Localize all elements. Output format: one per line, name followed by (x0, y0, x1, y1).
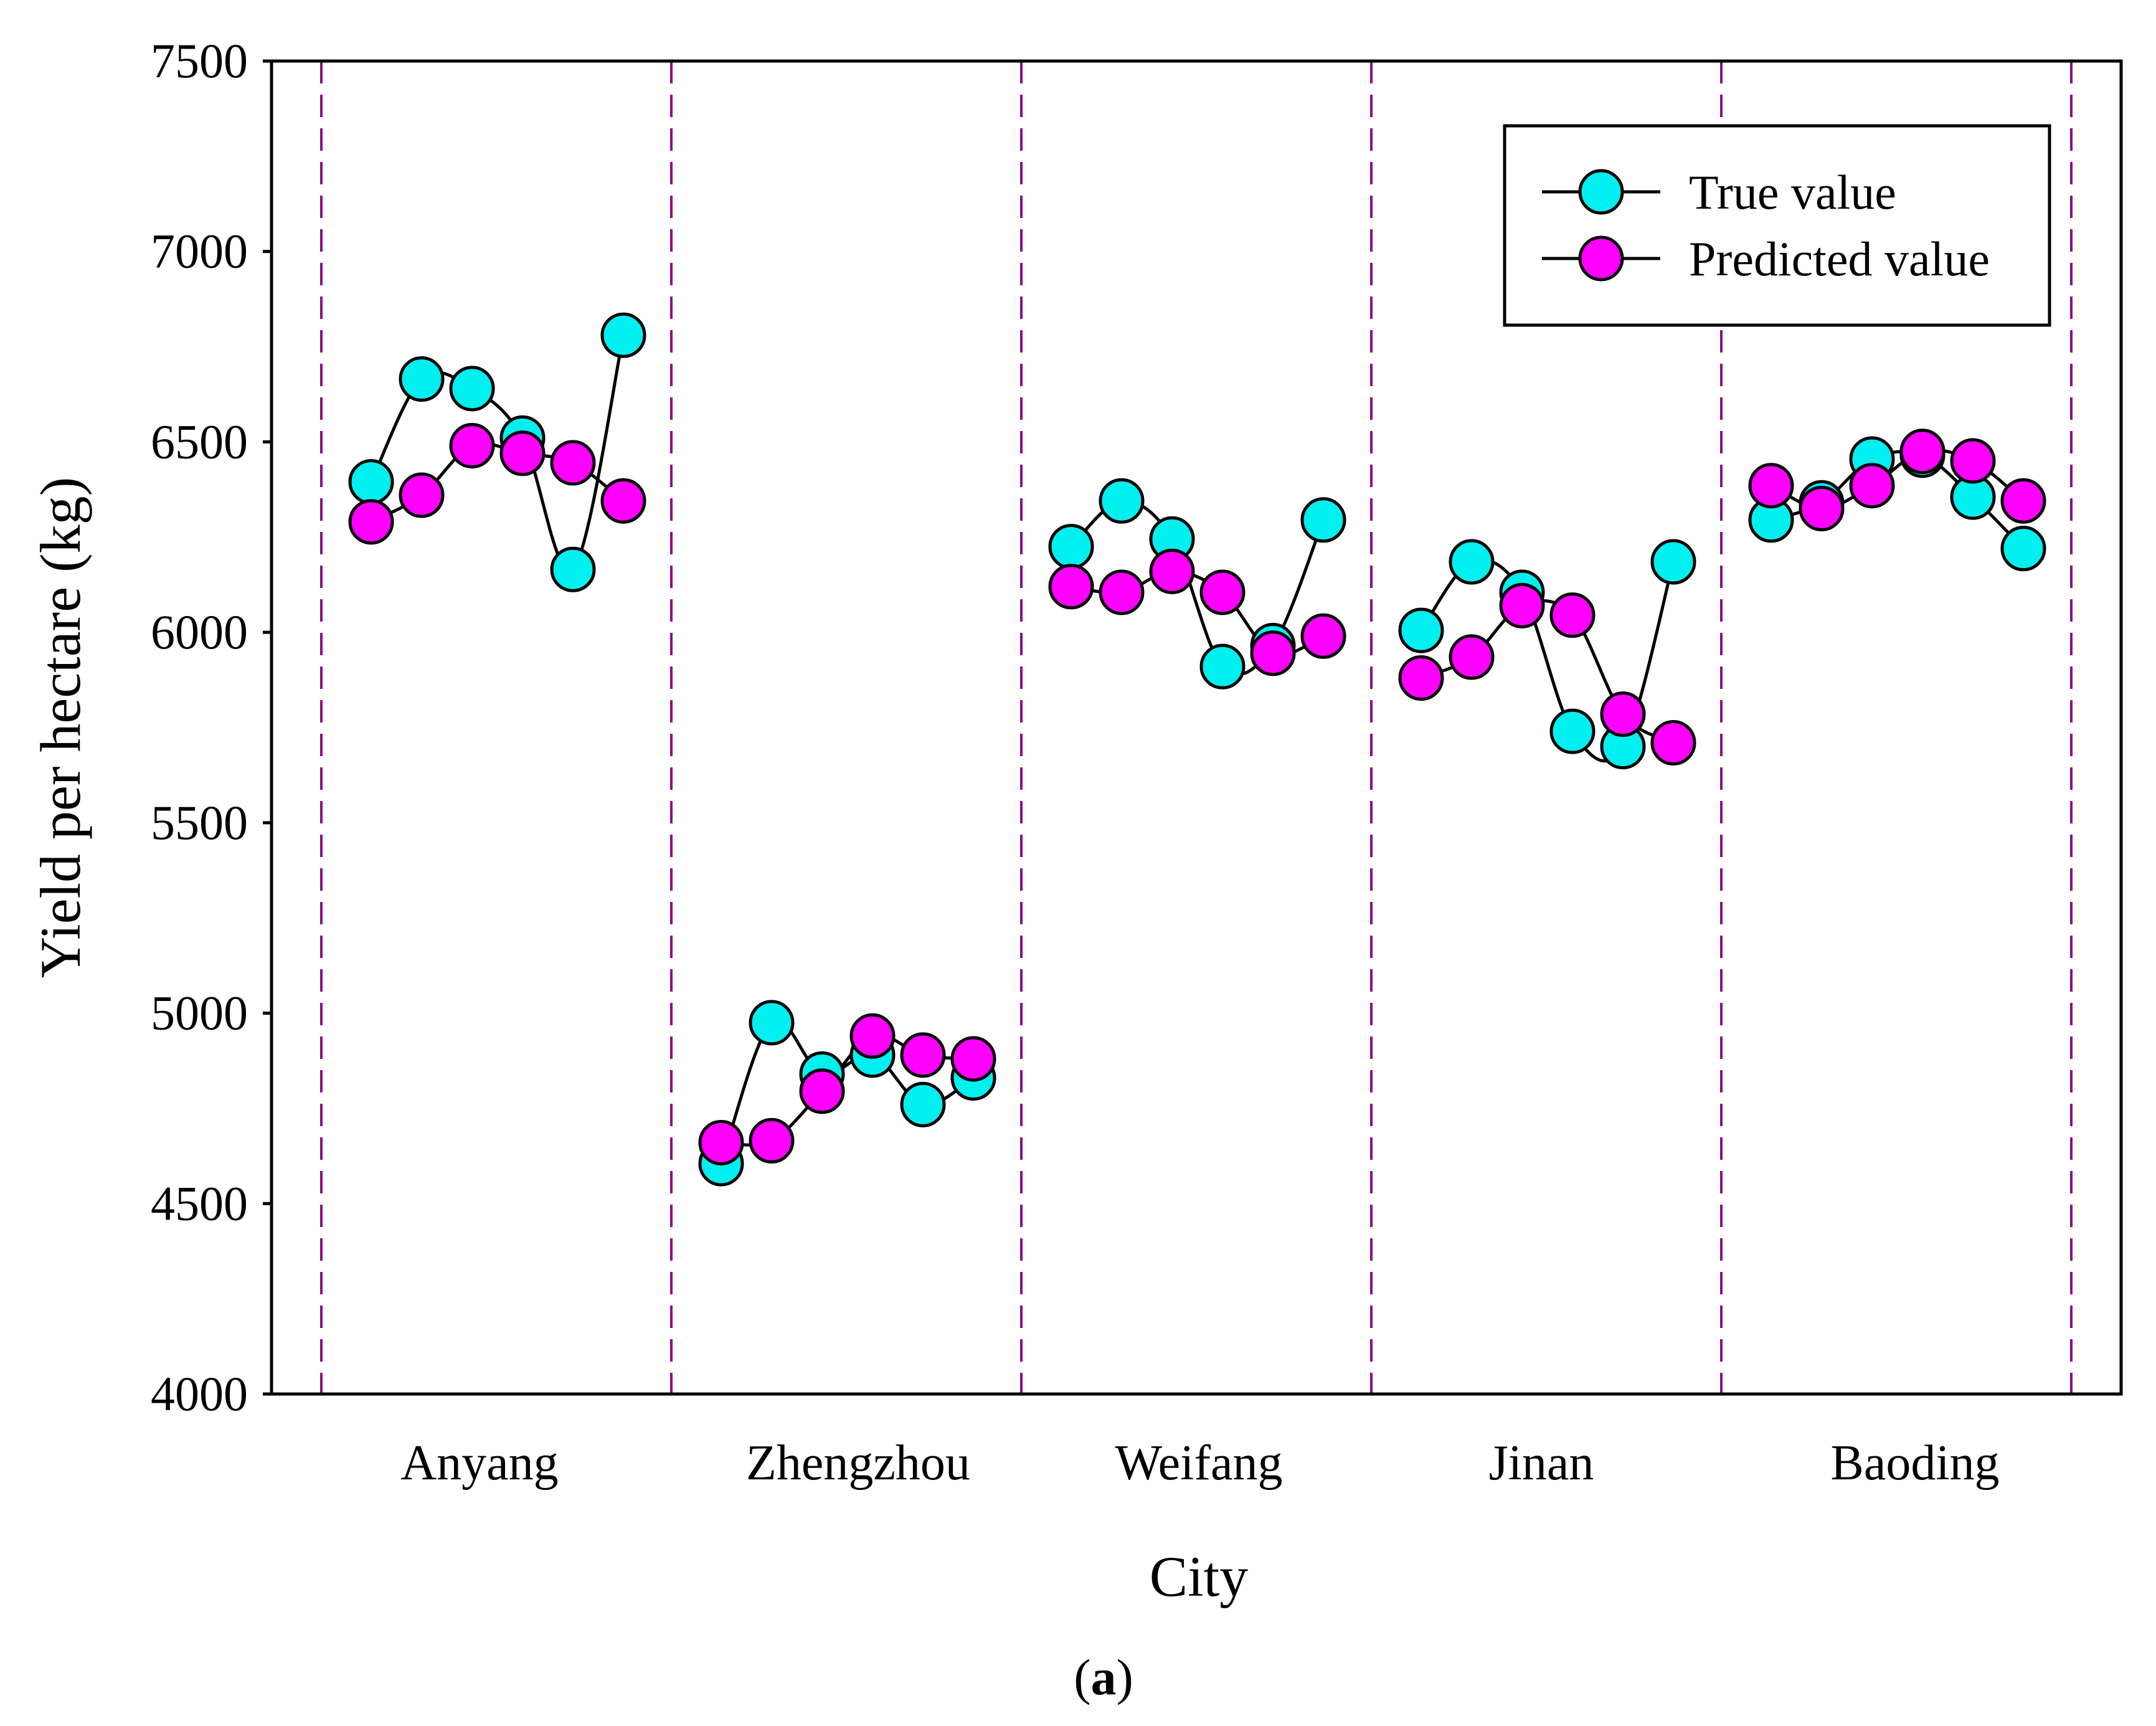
x-axis: Anyang Zhengzhou Weifang Jinan Baoding (400, 1436, 1999, 1491)
predicted-value-point (849, 1013, 896, 1059)
figure-caption: (a) (1074, 1649, 1133, 1705)
x-tick-label: Anyang (400, 1436, 558, 1491)
x-tick-label: Zhengzhou (746, 1436, 970, 1491)
predicted-value-point (799, 1068, 845, 1114)
y-tick-label: 5500 (151, 795, 248, 850)
legend-label-predicted-value: Predicted value (1689, 232, 1990, 286)
predicted-value-point (600, 478, 646, 524)
true-value-point (1398, 607, 1444, 653)
predicted-value-point (1549, 592, 1596, 638)
true-value-point (1650, 539, 1696, 585)
true-value-point (1549, 708, 1596, 754)
predicted-value-point (749, 1117, 795, 1164)
x-axis-title: City (1150, 1545, 1248, 1608)
y-tick-label: 4500 (151, 1176, 248, 1230)
predicted-value-point (698, 1119, 744, 1165)
caption-open: ( (1074, 1649, 1090, 1705)
y-tick-label: 7000 (151, 224, 248, 278)
true-value-point (749, 1000, 795, 1046)
legend-marker-true-value (1578, 169, 1624, 215)
x-tick-label: Jinan (1489, 1436, 1594, 1491)
legend-marker-predicted-value (1578, 235, 1624, 282)
series-lines (369, 334, 2025, 1164)
predicted-value-point (399, 472, 445, 518)
predicted-value-point (1748, 463, 1794, 509)
predicted-value-point (950, 1036, 996, 1082)
legend-label-true-value: True value (1689, 165, 1896, 219)
predicted-value-point (348, 499, 394, 545)
y-tick-label: 6500 (151, 414, 248, 468)
y-tick-label: 6000 (151, 605, 248, 659)
true-value-point (1449, 539, 1495, 585)
caption-letter: a (1091, 1649, 1117, 1705)
true-value-point (2000, 526, 2046, 572)
true-value-point (1099, 478, 1145, 524)
caption-close: ) (1117, 1649, 1133, 1705)
predicted-value-point (449, 423, 495, 469)
x-tick-label: Weifang (1115, 1436, 1283, 1491)
predicted-value-point (1499, 582, 1545, 628)
true-value-point (399, 356, 445, 402)
predicted-value-point (1398, 655, 1444, 701)
true-value-point (600, 312, 646, 358)
y-tick-label: 7500 (151, 34, 248, 88)
x-tick-label: Baoding (1830, 1436, 1999, 1491)
predicted-value-point (1048, 564, 1094, 610)
predicted-value-point (499, 430, 546, 477)
true-value-point (449, 366, 495, 412)
y-axis-title: Yield per hectare (kg) (29, 477, 92, 979)
predicted-value-point (1950, 438, 1996, 484)
true-value-point (900, 1081, 946, 1127)
true-value-point (1199, 643, 1246, 690)
legend: True value Predicted value (1503, 124, 2051, 327)
predicted-value-point (1799, 485, 1845, 531)
y-axis: 4000 4500 5000 5500 6000 6500 7000 7500 (151, 34, 272, 1421)
predicted-value-point (900, 1032, 946, 1078)
predicted-value-point (1849, 463, 1895, 509)
plot-frame (270, 59, 2123, 1396)
predicted-value-point (1149, 548, 1195, 594)
series-markers (348, 312, 2046, 1187)
y-tick-label: 4000 (151, 1367, 248, 1421)
predicted-value-point (1300, 613, 1346, 659)
predicted-value-point (1250, 630, 1296, 676)
predicted-value-point (1099, 569, 1145, 615)
true-value-point (348, 459, 394, 505)
legend-box (1503, 124, 2051, 327)
predicted-value-point (1199, 569, 1246, 615)
predicted-value-point (1449, 634, 1495, 680)
predicted-value-point (2000, 478, 2046, 524)
predicted-value-point (1650, 719, 1696, 766)
true-value-point (550, 546, 596, 592)
y-tick-label: 5000 (151, 986, 248, 1040)
category-dividers (320, 61, 2073, 1394)
true-value-point (1048, 524, 1094, 570)
predicted-value-point (1600, 691, 1646, 737)
predicted-value-point (550, 440, 596, 486)
predicted-value-point (1899, 429, 1946, 475)
true-value-point (1300, 497, 1346, 543)
